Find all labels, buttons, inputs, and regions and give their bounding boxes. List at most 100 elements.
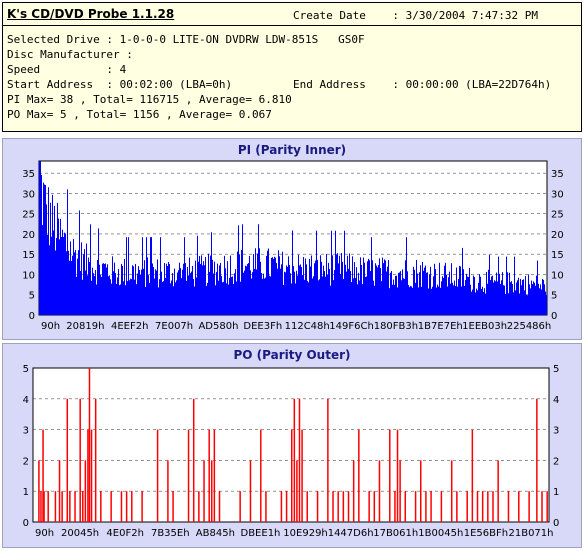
pi-bar xyxy=(144,260,145,315)
po-chart-panel: PO (Parity Outer) 0 0 1 1 2 2 3 3 4 4 5 5 90h 20045h 4… xyxy=(2,343,582,548)
pi-bar xyxy=(292,230,293,315)
pi-bar xyxy=(512,284,513,315)
pi-bar xyxy=(370,271,371,315)
pi-bar xyxy=(384,259,385,315)
pi-bar xyxy=(317,259,318,315)
pi-bar xyxy=(123,281,124,315)
pi-bar xyxy=(149,282,150,315)
pi-bar xyxy=(475,292,476,315)
pi-bar xyxy=(154,278,155,315)
pi-bar xyxy=(233,284,234,315)
pi-bar xyxy=(257,253,258,315)
pi-bar xyxy=(331,230,332,315)
po-bar xyxy=(332,491,334,522)
pi-bar xyxy=(276,262,277,315)
pi-bar xyxy=(445,262,446,315)
pi-bar xyxy=(252,272,253,315)
pi-bar xyxy=(199,255,200,315)
pi-bar xyxy=(70,241,71,315)
po-bar xyxy=(94,398,97,522)
po-bar xyxy=(54,491,57,522)
pi-x-tick-label: 225486h xyxy=(507,321,552,332)
pi-bar xyxy=(440,287,441,315)
po-bar xyxy=(541,491,543,522)
pi-bar xyxy=(438,286,439,315)
pi-bar xyxy=(518,277,519,315)
po-bar xyxy=(211,460,213,522)
pi-bar xyxy=(53,230,54,315)
po-y-tick-left: 0 xyxy=(23,518,29,529)
pi-bar xyxy=(268,248,269,315)
po-bar xyxy=(69,491,71,522)
pi-y-tick-right: 35 xyxy=(551,169,564,180)
pi-x-tick-label: 1B7E7Eh xyxy=(418,321,463,332)
pi-x-tick-label: 180FB3h xyxy=(374,321,418,332)
po-bar xyxy=(192,398,195,522)
po-x-tick-label: 7B35Eh xyxy=(151,528,190,539)
po-bar xyxy=(396,429,399,522)
pi-bar xyxy=(417,273,418,315)
pi-bar xyxy=(54,205,55,315)
pi-bar xyxy=(237,251,238,315)
pi-bar xyxy=(158,287,159,315)
pi-bar xyxy=(115,273,116,315)
po-chart: 0 0 1 1 2 2 3 3 4 4 5 5 90h 20045h 4E0F2h 7B35Eh AB845h D… xyxy=(23,364,560,539)
create-date: Create Date : 3/30/2004 7:47:32 PM xyxy=(293,9,539,22)
pi-bar xyxy=(414,269,415,315)
pi-bar xyxy=(312,278,313,315)
pi-bar xyxy=(58,218,59,315)
pi-bar xyxy=(289,264,290,315)
po-bar xyxy=(84,460,87,522)
pi-bar xyxy=(532,284,533,315)
pi-bar xyxy=(368,258,369,315)
pi-bar xyxy=(217,263,218,315)
pi-bar xyxy=(365,276,366,315)
pi-bar xyxy=(527,295,528,315)
po-bar xyxy=(79,398,81,522)
pi-bar xyxy=(349,253,350,315)
po-bar xyxy=(352,460,355,522)
pi-bar xyxy=(50,202,51,315)
pi-bar xyxy=(163,281,164,315)
pi-bar xyxy=(263,273,264,315)
pi-bar xyxy=(285,272,286,315)
pi-bar xyxy=(208,253,209,315)
pi-bar xyxy=(230,255,231,315)
pi-bar xyxy=(335,230,336,315)
pi-bar xyxy=(203,261,204,315)
pi-bar xyxy=(106,267,107,315)
pi-bar xyxy=(515,290,516,315)
pi-bar xyxy=(415,282,416,315)
pi-bar xyxy=(278,250,279,315)
po-bar xyxy=(110,491,112,522)
pi-y-tick-left: 5 xyxy=(29,291,35,302)
pi-bar xyxy=(302,275,303,315)
pi-bar xyxy=(435,269,436,315)
pi-bar xyxy=(271,257,272,315)
pi-bar xyxy=(464,285,465,315)
po-bar xyxy=(74,491,76,522)
po-y-tick-right: 5 xyxy=(553,364,559,375)
pi-bar xyxy=(218,280,219,315)
pi-bar xyxy=(124,259,125,315)
po-bar xyxy=(213,429,216,522)
pi-bar xyxy=(265,277,266,315)
pi-bar xyxy=(437,284,438,315)
pi-bar xyxy=(424,267,425,315)
pi-bar xyxy=(390,272,391,315)
pi-bar xyxy=(169,264,170,315)
pi-bar xyxy=(258,224,259,315)
pi-bar xyxy=(422,261,423,315)
info-separator xyxy=(3,25,581,26)
po-bar xyxy=(440,491,443,522)
pi-bar xyxy=(176,280,177,315)
pi-bar xyxy=(385,260,386,315)
pi-y-tick-right: 25 xyxy=(551,210,564,221)
po-bar xyxy=(293,398,296,522)
pi-bar xyxy=(189,257,190,315)
po-bar xyxy=(430,491,432,522)
pi-bar xyxy=(358,272,359,315)
pi-bar xyxy=(447,286,448,315)
pi-bar xyxy=(182,269,183,315)
pi-bar xyxy=(499,273,500,315)
